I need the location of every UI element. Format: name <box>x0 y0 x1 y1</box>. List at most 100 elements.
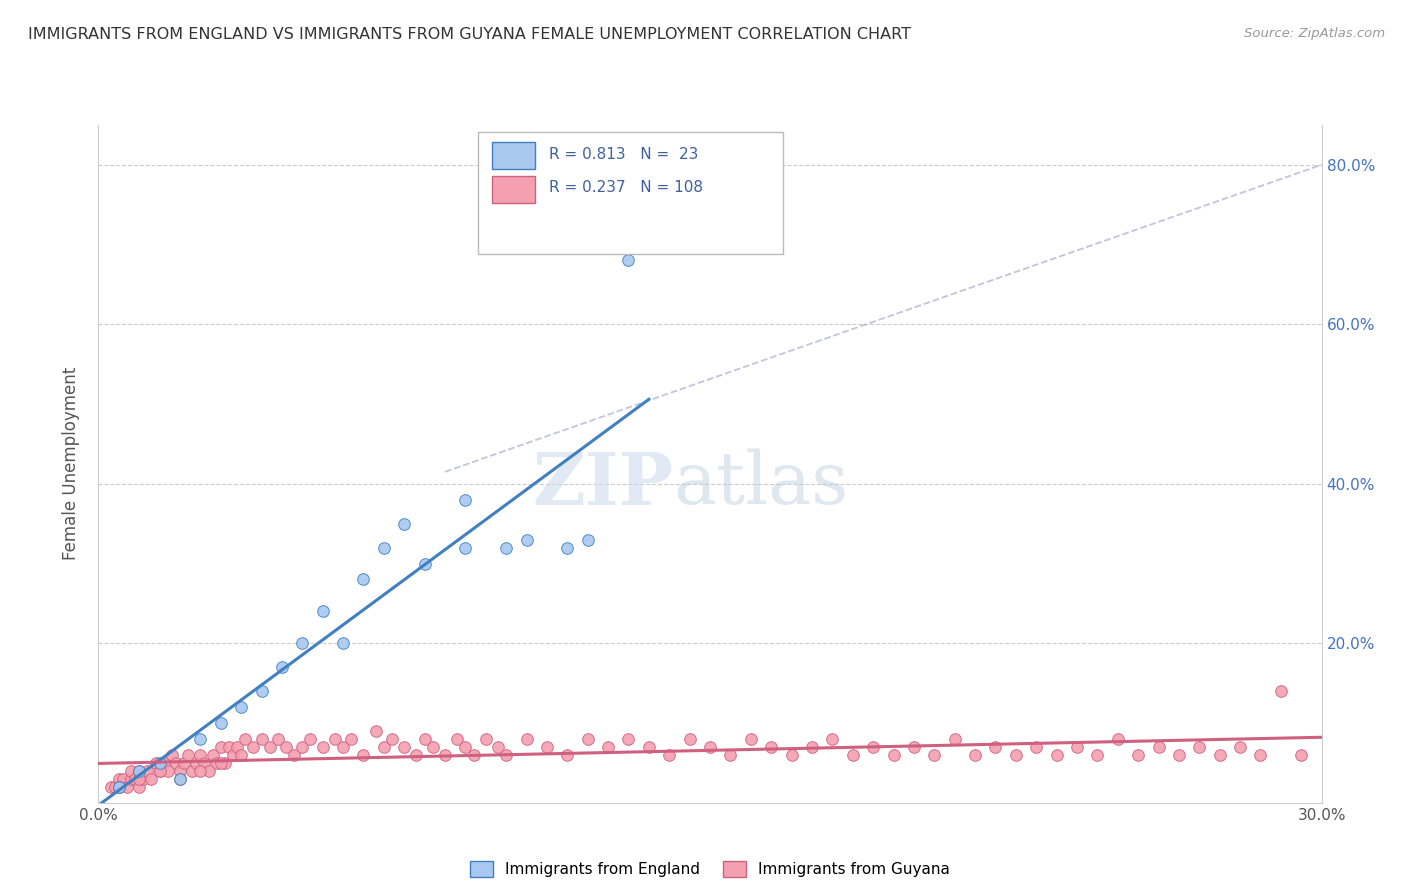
Point <box>922 747 945 762</box>
Point <box>536 739 558 754</box>
Point <box>1147 739 1170 754</box>
Point <box>1229 739 1251 754</box>
Point <box>1128 747 1150 762</box>
Point <box>291 636 314 650</box>
Point <box>883 747 905 762</box>
Point <box>486 739 509 754</box>
Point <box>108 772 131 786</box>
Point <box>1025 739 1047 754</box>
Point <box>169 772 191 786</box>
Point <box>903 739 925 754</box>
Point <box>242 739 264 754</box>
Point <box>332 739 354 754</box>
Point <box>250 684 273 698</box>
Point <box>373 739 395 754</box>
Point <box>352 573 374 587</box>
Point <box>862 739 884 754</box>
Point <box>152 756 174 770</box>
Point <box>720 747 742 762</box>
Point <box>1188 739 1211 754</box>
Point <box>617 253 640 268</box>
Point <box>516 731 538 746</box>
Point <box>740 731 762 746</box>
Point <box>283 747 305 762</box>
Point <box>270 660 294 674</box>
Point <box>141 772 163 786</box>
Point <box>352 747 374 762</box>
Text: R = 0.813   N =  23: R = 0.813 N = 23 <box>548 146 697 161</box>
Point <box>658 747 681 762</box>
Point <box>454 739 477 754</box>
Y-axis label: Female Unemployment: Female Unemployment <box>62 368 80 560</box>
Point <box>699 739 721 754</box>
Point <box>108 780 131 794</box>
Point <box>233 731 256 746</box>
Point <box>108 780 131 794</box>
Point <box>165 756 187 770</box>
Point <box>1004 747 1026 762</box>
Point <box>193 756 215 770</box>
Point <box>149 764 172 778</box>
Point <box>1066 739 1088 754</box>
Point <box>173 756 195 770</box>
Point <box>1249 747 1271 762</box>
Point <box>434 747 457 762</box>
Point <box>177 747 200 762</box>
Point <box>291 739 314 754</box>
Point <box>160 747 183 762</box>
FancyBboxPatch shape <box>478 132 783 253</box>
Point <box>1209 747 1232 762</box>
Point <box>104 780 127 794</box>
Point <box>454 541 477 555</box>
Point <box>780 747 803 762</box>
Point <box>259 739 281 754</box>
Point <box>267 731 290 746</box>
Point <box>405 747 427 762</box>
Point <box>617 731 640 746</box>
Point <box>108 780 131 794</box>
Point <box>209 716 232 731</box>
Point <box>156 764 179 778</box>
Point <box>364 724 387 739</box>
Point <box>149 764 172 778</box>
Point <box>323 731 346 746</box>
Point <box>1085 747 1108 762</box>
Point <box>332 636 354 650</box>
Point <box>132 772 155 786</box>
Point <box>218 739 240 754</box>
Point <box>557 747 579 762</box>
Point <box>413 557 436 571</box>
Text: atlas: atlas <box>673 449 849 519</box>
Text: ZIP: ZIP <box>533 449 673 520</box>
Point <box>188 747 212 762</box>
Text: IMMIGRANTS FROM ENGLAND VS IMMIGRANTS FROM GUYANA FEMALE UNEMPLOYMENT CORRELATIO: IMMIGRANTS FROM ENGLAND VS IMMIGRANTS FR… <box>28 27 911 42</box>
Point <box>516 533 538 547</box>
Point <box>340 731 363 746</box>
Point <box>841 747 863 762</box>
Point <box>312 604 335 618</box>
Point <box>136 764 159 778</box>
Point <box>197 764 219 778</box>
Point <box>413 731 436 746</box>
Point <box>392 516 416 531</box>
Point <box>801 739 824 754</box>
Point <box>1107 731 1129 746</box>
Point <box>128 764 150 778</box>
Point <box>495 541 517 555</box>
Point <box>181 764 204 778</box>
Point <box>100 780 122 794</box>
Point <box>274 739 297 754</box>
Point <box>454 492 477 507</box>
Point <box>128 780 150 794</box>
Point <box>214 756 236 770</box>
Point <box>231 700 253 714</box>
Point <box>1291 747 1313 762</box>
Point <box>209 756 232 770</box>
Point <box>222 747 245 762</box>
Point <box>373 541 395 555</box>
Point <box>169 764 191 778</box>
Point <box>446 731 468 746</box>
Point <box>312 739 335 754</box>
Point <box>638 739 661 754</box>
Point <box>1045 747 1069 762</box>
